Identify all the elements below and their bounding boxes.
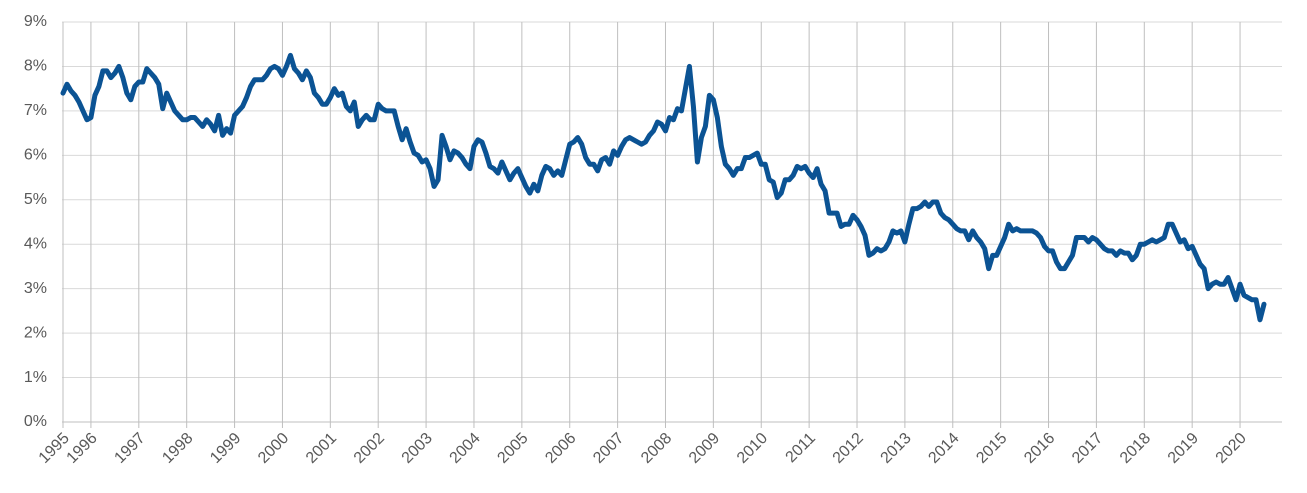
x-tick-label: 2020 <box>1213 430 1250 467</box>
x-tick-label: 2019 <box>1165 430 1202 467</box>
x-tick-label: 2018 <box>1117 430 1154 467</box>
x-tick-label: 2011 <box>783 430 819 466</box>
y-tick-label: 6% <box>24 147 47 164</box>
x-tick-label: 2007 <box>590 430 627 467</box>
x-tick-label: 2016 <box>1021 430 1058 467</box>
data-line <box>60 52 1267 323</box>
x-tick-label: 1995 <box>36 430 73 467</box>
x-tick-label: 2005 <box>494 430 531 467</box>
x-tick-label: 1999 <box>207 430 244 467</box>
y-tick-label: 9% <box>24 13 47 30</box>
x-tick-label: 1996 <box>64 430 101 467</box>
y-tick-label: 0% <box>24 413 47 430</box>
x-tick-label: 1997 <box>111 430 148 467</box>
x-tick-label: 2008 <box>638 430 675 467</box>
x-tick-label: 2017 <box>1069 430 1106 467</box>
x-tick-label: 1998 <box>159 430 196 467</box>
x-tick-label: 2002 <box>351 430 388 467</box>
x-tick-label: 2013 <box>878 430 915 467</box>
x-tick-label: 2001 <box>303 430 340 467</box>
y-tick-label: 8% <box>24 58 47 75</box>
y-tick-label: 1% <box>24 369 47 386</box>
x-tick-label: 2014 <box>925 430 962 467</box>
x-tick-label: 2004 <box>447 430 484 467</box>
y-tick-label: 2% <box>24 324 47 341</box>
x-tick-label: 2006 <box>542 430 579 467</box>
y-tick-label: 7% <box>24 102 47 119</box>
x-tick-label: 2012 <box>830 430 867 467</box>
x-tick-label: 2000 <box>255 430 292 467</box>
y-tick-label: 3% <box>24 280 47 297</box>
y-tick-label: 5% <box>24 191 47 208</box>
x-tick-label: 2015 <box>973 430 1010 467</box>
x-tick-label: 2003 <box>399 430 436 467</box>
x-tick-label: 2009 <box>686 430 723 467</box>
x-tick-label: 2010 <box>734 430 771 467</box>
y-tick-label: 4% <box>24 235 47 252</box>
